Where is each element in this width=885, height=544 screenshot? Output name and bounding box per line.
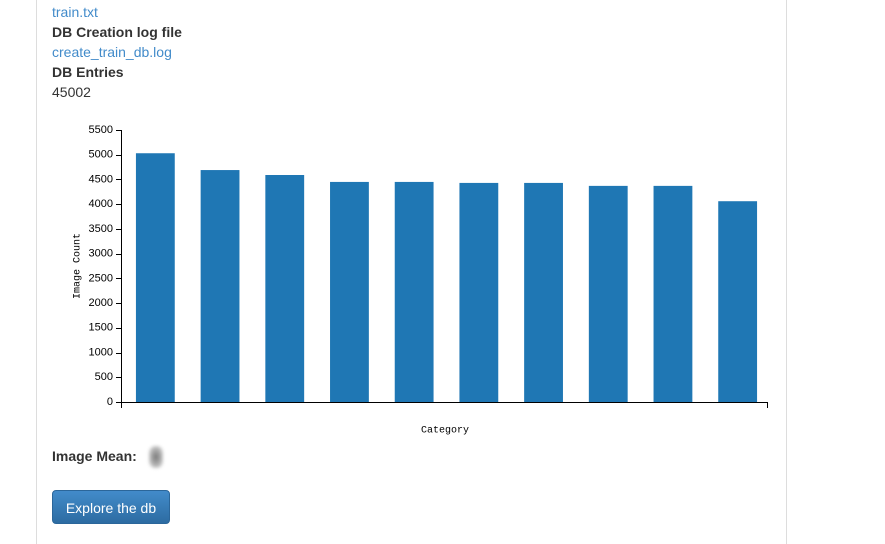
mean-image xyxy=(149,446,163,468)
bar xyxy=(588,185,628,402)
x-axis-title: Category xyxy=(421,426,469,437)
y-tick-label: 4000 xyxy=(89,198,113,210)
link[interactable]: create_train_db.log xyxy=(52,44,172,60)
y-tick-label: 1000 xyxy=(89,346,113,358)
file-link[interactable]: create_train_db.log xyxy=(52,42,172,62)
bar xyxy=(135,153,175,402)
panel xyxy=(36,0,787,544)
y-tick-label: 4500 xyxy=(89,173,113,185)
y-tick-label: 500 xyxy=(95,371,113,383)
bar xyxy=(718,201,758,402)
y-tick-label: 5000 xyxy=(89,149,113,161)
y-tick-label: 3000 xyxy=(89,248,113,260)
bar xyxy=(394,181,434,402)
y-axis-title: Image Count xyxy=(73,233,84,299)
label: DB Creation log file xyxy=(52,24,182,40)
bar xyxy=(330,181,369,402)
y-tick-label: 3500 xyxy=(89,223,113,235)
bar xyxy=(524,182,563,402)
mean-label: Image Mean: xyxy=(52,446,137,466)
y-tick-label: 5500 xyxy=(89,124,113,136)
label: Image Mean: xyxy=(52,448,137,464)
field-value: 45002 xyxy=(52,84,91,100)
explore-button[interactable]: Explore the db xyxy=(52,490,170,524)
label: DB Entries xyxy=(52,64,124,80)
y-tick-label: 2500 xyxy=(89,272,113,284)
bar xyxy=(265,175,305,402)
y-tick-label: 2000 xyxy=(89,297,113,309)
bar xyxy=(459,182,499,402)
y-tick-label: 0 xyxy=(107,396,113,408)
link[interactable]: train.txt xyxy=(52,4,98,20)
bar xyxy=(653,185,693,402)
field-label: DB Entries xyxy=(52,62,124,82)
y-tick-label: 1500 xyxy=(89,322,113,334)
file-link[interactable]: train.txt xyxy=(52,2,98,22)
field-label: DB Creation log file xyxy=(52,22,182,42)
bar xyxy=(200,170,240,402)
